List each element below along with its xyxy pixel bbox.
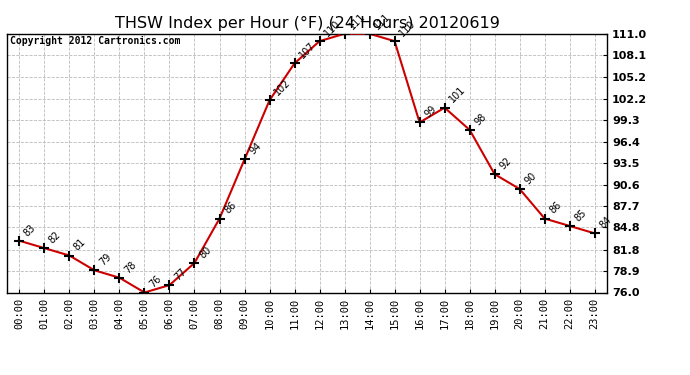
Text: 86: 86: [547, 200, 563, 216]
Text: 99: 99: [422, 104, 438, 120]
Text: 78: 78: [122, 259, 138, 275]
Text: 76: 76: [147, 274, 163, 290]
Text: 94: 94: [247, 141, 263, 157]
Text: 84: 84: [598, 215, 613, 231]
Text: 101: 101: [447, 85, 467, 105]
Text: 110: 110: [397, 18, 417, 38]
Text: 77: 77: [172, 266, 188, 282]
Text: 82: 82: [47, 230, 63, 245]
Title: THSW Index per Hour (°F) (24 Hours) 20120619: THSW Index per Hour (°F) (24 Hours) 2012…: [115, 16, 500, 31]
Text: 81: 81: [72, 237, 88, 253]
Text: Copyright 2012 Cartronics.com: Copyright 2012 Cartronics.com: [10, 36, 180, 46]
Text: 92: 92: [497, 156, 513, 171]
Text: 111: 111: [373, 11, 393, 31]
Text: 111: 111: [347, 11, 367, 31]
Text: 86: 86: [222, 200, 238, 216]
Text: 102: 102: [273, 77, 293, 98]
Text: 98: 98: [473, 111, 488, 127]
Text: 110: 110: [322, 18, 342, 38]
Text: 79: 79: [97, 252, 113, 267]
Text: 83: 83: [22, 222, 38, 238]
Text: 80: 80: [197, 244, 213, 260]
Text: 85: 85: [573, 207, 589, 223]
Text: 90: 90: [522, 171, 538, 186]
Text: 107: 107: [297, 40, 317, 60]
